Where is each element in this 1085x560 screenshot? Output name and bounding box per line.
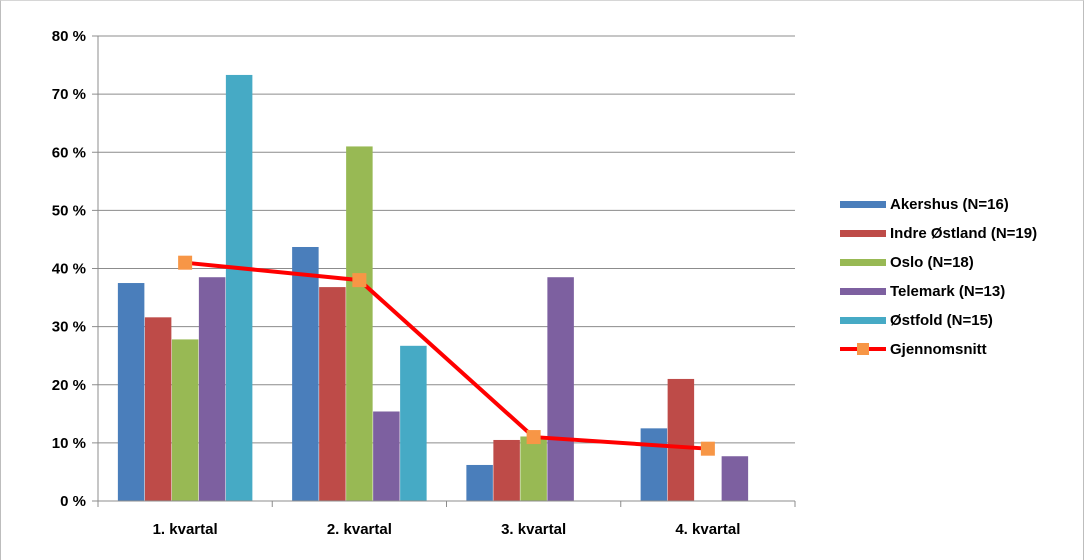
bar — [400, 345, 427, 501]
x-tick-label: 2. kvartal — [327, 521, 392, 538]
x-tick-labels: 1. kvartal 2. kvartal 3. kvartal 4. kvartal — [153, 521, 741, 538]
average-line-path — [184, 260, 709, 451]
y-tick-label: 10 % — [52, 435, 86, 452]
y-tick-label: 20 % — [52, 377, 86, 394]
legend: Akershus (N=16) Indre Østland (N=19) Oslo … — [840, 196, 1037, 358]
y-tick-label: 80 % — [52, 28, 86, 45]
x-tick-label: 3. kvartal — [501, 521, 566, 538]
legend-label: Akershus (N=16) — [890, 196, 1009, 213]
legend-swatch — [840, 317, 886, 324]
legend-swatch — [840, 259, 886, 266]
legend-label: Østfold (N=15) — [890, 312, 993, 329]
y-tick-label: 0 % — [60, 493, 86, 510]
legend-label: Gjennomsnitt — [890, 341, 987, 358]
average-marker — [178, 255, 193, 270]
bar — [547, 277, 574, 501]
bar — [171, 339, 199, 501]
y-tick-labels: 0 % 10 % 20 % 30 % 40 % 50 % 60 % 70 % 80 % — [52, 28, 86, 510]
bar — [520, 436, 547, 501]
legend-swatch-marker — [857, 343, 869, 355]
y-tick-label: 30 % — [52, 319, 86, 336]
bars — [117, 74, 749, 501]
bar — [667, 378, 695, 501]
average-marker — [352, 273, 367, 288]
average-line — [178, 255, 715, 456]
x-tick-label: 4. kvartal — [675, 521, 740, 538]
bar — [373, 411, 400, 501]
average-marker — [526, 430, 541, 445]
y-tick-label: 50 % — [52, 202, 86, 219]
legend-swatch — [840, 201, 886, 208]
bar — [144, 317, 172, 501]
bar — [466, 464, 493, 501]
y-tick-label: 40 % — [52, 261, 86, 278]
legend-label: Oslo (N=18) — [890, 254, 974, 271]
axes — [97, 36, 796, 507]
bar — [198, 277, 226, 501]
bar — [721, 456, 749, 501]
bar — [117, 283, 145, 501]
bar — [225, 74, 253, 501]
legend-label: Indre Østland (N=19) — [890, 225, 1037, 242]
bar — [292, 246, 319, 501]
average-marker — [700, 441, 715, 456]
y-tick-label: 60 % — [52, 144, 86, 161]
bar — [346, 146, 373, 501]
bar — [319, 287, 346, 501]
legend-label: Telemark (N=13) — [890, 283, 1005, 300]
legend-swatch — [840, 288, 886, 295]
legend-swatch — [840, 230, 886, 237]
bar — [493, 439, 520, 501]
bar — [640, 428, 668, 501]
x-tick-label: 1. kvartal — [153, 521, 218, 538]
y-tick-label: 70 % — [52, 86, 86, 103]
